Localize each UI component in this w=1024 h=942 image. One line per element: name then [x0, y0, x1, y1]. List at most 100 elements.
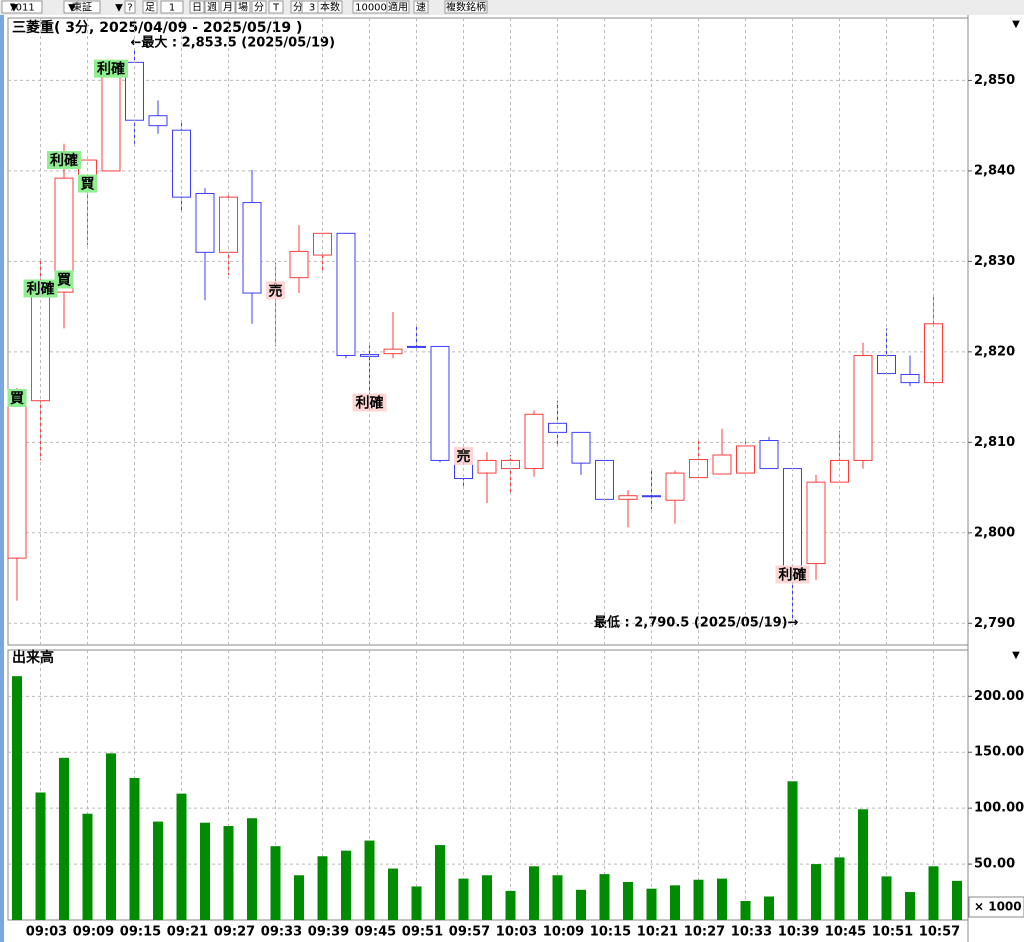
volume-title: 出来高 [12, 649, 54, 666]
volume-bar [129, 777, 140, 920]
y-tick-label: 2,830 [974, 254, 1015, 269]
x-tick-label: 10:45 [825, 925, 866, 940]
toolbar-control[interactable] [220, 0, 236, 14]
toolbar-control[interactable] [204, 0, 220, 14]
volume-bar [12, 676, 22, 920]
candle-body [407, 345, 426, 348]
toolbar-label[interactable]: 足 [145, 2, 155, 14]
volume-bar [82, 813, 93, 920]
signal-badge [47, 151, 81, 170]
toolbar-label[interactable]: 分 [254, 2, 264, 14]
volume-bar [411, 886, 422, 920]
toolbar-control[interactable] [124, 0, 136, 14]
dropdown-arrow[interactable]: ▼ [115, 3, 123, 14]
volume-bar [59, 757, 69, 920]
x-tick-label: 10:21 [637, 925, 678, 940]
toolbar-label[interactable]: 週 [207, 2, 217, 14]
min-annotation: 最低 : 2,790.5 (2025/05/19)→ [594, 614, 799, 630]
volume-bar [364, 840, 375, 920]
dropdown-arrow[interactable]: ▼ [68, 3, 76, 14]
candle-body [571, 431, 591, 464]
candle-body [336, 232, 356, 356]
toolbar-label[interactable]: 3 [309, 3, 315, 14]
toolbar-label[interactable]: 日 [192, 3, 202, 14]
volume-bar [693, 879, 704, 920]
toolbar-control[interactable] [63, 0, 101, 14]
toolbar-label[interactable]: 適用 [388, 1, 408, 14]
volume-bar [952, 880, 962, 920]
y-tick-label: 150.00 [974, 745, 1024, 760]
dropdown-arrow[interactable]: ▼ [10, 3, 18, 14]
y-tick-label: 2,810 [974, 435, 1015, 450]
toolbar-label[interactable]: 1 [169, 3, 175, 14]
signal-badge [94, 59, 128, 78]
toolbar-control[interactable] [235, 0, 251, 14]
volume-bar [529, 866, 539, 920]
toolbar-control[interactable] [160, 0, 184, 14]
toolbar-label[interactable]: 10000 [355, 3, 387, 14]
toolbar-label[interactable]: 東証 [72, 1, 92, 14]
toolbar-label[interactable]: 本数 [320, 1, 340, 14]
candle-body [642, 495, 661, 498]
panel-menu[interactable]: ▼ [1012, 19, 1020, 30]
toolbar-label[interactable]: 月 [223, 2, 233, 14]
x-tick-label: 09:15 [120, 925, 161, 940]
y-tick-label: 100.00 [974, 801, 1024, 816]
volume-bar [552, 875, 563, 920]
toolbar-control[interactable] [251, 0, 267, 14]
volume-bar [35, 792, 46, 920]
x-tick-label: 10:51 [872, 925, 913, 940]
volume-bar [717, 878, 727, 920]
candle-body [289, 250, 309, 279]
candle-body [430, 345, 450, 461]
toolbar-label[interactable]: 7011 [9, 3, 34, 14]
window-edge [0, 15, 4, 942]
x-tick-label: 09:27 [214, 925, 255, 940]
candle-body [853, 354, 873, 461]
candle-body [924, 323, 943, 384]
toolbar-control[interactable] [268, 0, 284, 14]
toolbar-control[interactable] [189, 0, 205, 14]
toolbar-label[interactable]: 分 [293, 2, 303, 14]
x-tick-label: 09:03 [26, 925, 67, 940]
toolbar-control[interactable] [1, 0, 43, 14]
volume-bar [599, 874, 610, 920]
x-tick-label: 09:45 [355, 925, 396, 940]
y-tick-label: 2,800 [974, 525, 1015, 540]
toolbar-label[interactable]: 速 [416, 2, 426, 14]
volume-bar [858, 809, 868, 920]
volume-bar [106, 753, 116, 920]
signal-badge [454, 446, 473, 465]
x-tick-label: 09:33 [261, 925, 302, 940]
signal-label: 利確 [779, 566, 807, 583]
y-tick-label: 2,790 [974, 616, 1015, 631]
toolbar-control[interactable] [413, 0, 429, 14]
toolbar-control[interactable] [142, 0, 158, 14]
volume-bar [317, 856, 328, 920]
toolbar-control[interactable] [386, 0, 410, 14]
volume-bar [811, 864, 821, 920]
toolbar-label[interactable]: T [272, 3, 280, 14]
toolbar-control[interactable] [444, 0, 488, 14]
volume-bar [270, 846, 281, 920]
volume-bar [670, 885, 680, 920]
volume-bar [505, 890, 516, 920]
toolbar-label[interactable]: ? [127, 3, 132, 14]
x-tick-label: 09:39 [308, 925, 349, 940]
candle-body [759, 440, 779, 470]
x-tick-label: 09:57 [449, 925, 490, 940]
toolbar-control[interactable] [317, 0, 343, 14]
x-tick-label: 10:09 [543, 925, 584, 940]
volume-bar [388, 868, 398, 920]
x-tick-label: 10:33 [731, 925, 772, 940]
toolbar-label[interactable]: 場 [238, 1, 248, 14]
volume-bar [482, 875, 492, 920]
toolbar-label[interactable]: 複数銘柄 [446, 1, 486, 14]
volume-bar [223, 826, 234, 920]
panel-menu[interactable]: ▼ [1012, 650, 1020, 661]
volume-bar [153, 821, 163, 920]
volume-bar [200, 822, 210, 920]
volume-bar [247, 818, 257, 920]
candle-body [101, 61, 121, 172]
volume-bar [881, 876, 892, 920]
